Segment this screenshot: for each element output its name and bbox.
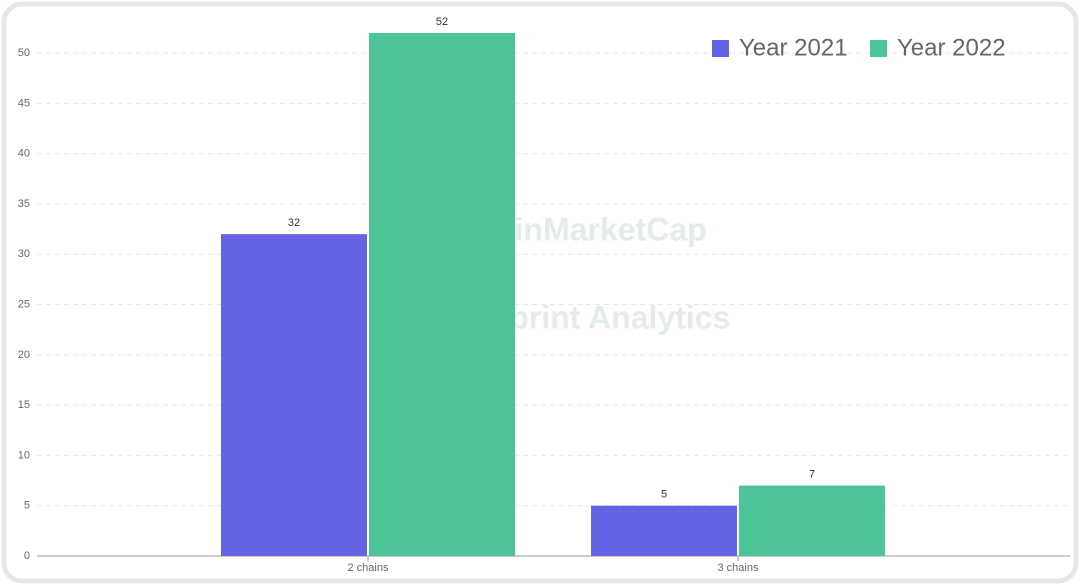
bar [739, 485, 885, 556]
y-tick-label: 25 [18, 298, 30, 310]
y-tick-label: 40 [18, 148, 30, 160]
y-tick-label: 45 [18, 97, 30, 109]
x-tick-label: 2 chains [348, 562, 389, 574]
x-tick-label: 3 chains [718, 562, 759, 574]
y-tick-label: 35 [18, 198, 30, 210]
y-tick-label: 20 [18, 349, 30, 361]
data-label: 5 [661, 489, 667, 501]
legend-swatch [712, 40, 729, 57]
y-tick-label: 30 [18, 248, 30, 260]
bar [591, 505, 737, 556]
y-tick-label: 50 [18, 47, 30, 59]
data-label: 52 [436, 16, 448, 28]
y-tick-label: 15 [18, 399, 30, 411]
legend-label: Year 2022 [897, 34, 1006, 61]
bar [369, 33, 515, 556]
data-label: 32 [288, 217, 300, 229]
legend-label: Year 2021 [739, 34, 848, 61]
y-tick-label: 0 [24, 550, 30, 562]
data-label: 7 [809, 469, 815, 481]
y-tick-label: 10 [18, 449, 30, 461]
bar [221, 234, 367, 556]
legend-swatch [870, 40, 887, 57]
y-tick-label: 5 [24, 500, 30, 512]
